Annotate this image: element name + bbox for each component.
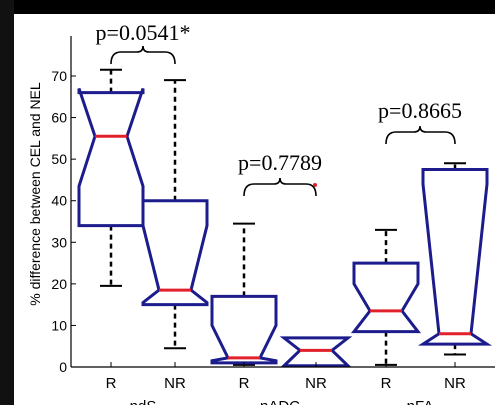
y-tick-label: 60 — [51, 110, 67, 126]
x-tick-label: R — [381, 375, 392, 392]
brace — [385, 125, 456, 145]
box-body — [350, 261, 422, 334]
y-axis-label: % difference between CEL and NEL — [27, 82, 43, 306]
box-nFA-R — [350, 228, 422, 366]
box-body — [77, 87, 145, 228]
box-body — [141, 199, 209, 307]
box-ndS-NR — [141, 79, 209, 350]
y-tick-label: 20 — [51, 276, 67, 292]
box-nADC-NR — [279, 336, 353, 368]
p-value-label: p=0.0541* — [96, 20, 191, 45]
box-nADC-R — [210, 222, 278, 366]
group-label: ndS — [130, 398, 157, 405]
x-tick-label: NR — [164, 375, 186, 392]
group-label: nFA — [407, 398, 434, 405]
y-tick-label: 70 — [51, 68, 67, 84]
p-value-annotation: p=0.0541* — [96, 20, 191, 65]
x-tick-label: R — [239, 375, 250, 392]
y-tick-label: 50 — [51, 151, 67, 167]
y-tick-label: 30 — [51, 234, 67, 250]
p-value-annotation: p=0.7789 — [238, 150, 322, 197]
box-nFA-NR — [417, 162, 493, 356]
p-value-label: p=0.7789 — [238, 150, 322, 175]
y-axis: 0 10 20 30 40 50 60 70 — [51, 36, 76, 375]
brace — [110, 45, 176, 65]
left-edge-strip — [0, 0, 14, 405]
box-body — [417, 168, 493, 346]
boxes-layer — [77, 68, 493, 368]
box-body — [210, 294, 278, 365]
annotations-layer: p=0.0541* p=0.7789 p=0.8665 — [96, 20, 462, 197]
y-tick-label: 40 — [51, 193, 67, 209]
p-value-annotation: p=0.8665 — [378, 98, 462, 145]
y-tick-label: 0 — [59, 359, 67, 375]
x-axis: R NR R NR R NR ndS nADC nFA — [71, 362, 495, 405]
brace — [243, 177, 317, 197]
p-value-label: p=0.8665 — [378, 98, 462, 123]
red-marker — [313, 183, 317, 187]
x-tick-label: NR — [444, 375, 466, 392]
box-ndS-R — [77, 68, 145, 287]
x-tick-label: R — [106, 375, 117, 392]
x-tick-label: NR — [305, 375, 327, 392]
y-tick-label: 10 — [51, 317, 67, 333]
group-label: nADC — [260, 398, 300, 405]
